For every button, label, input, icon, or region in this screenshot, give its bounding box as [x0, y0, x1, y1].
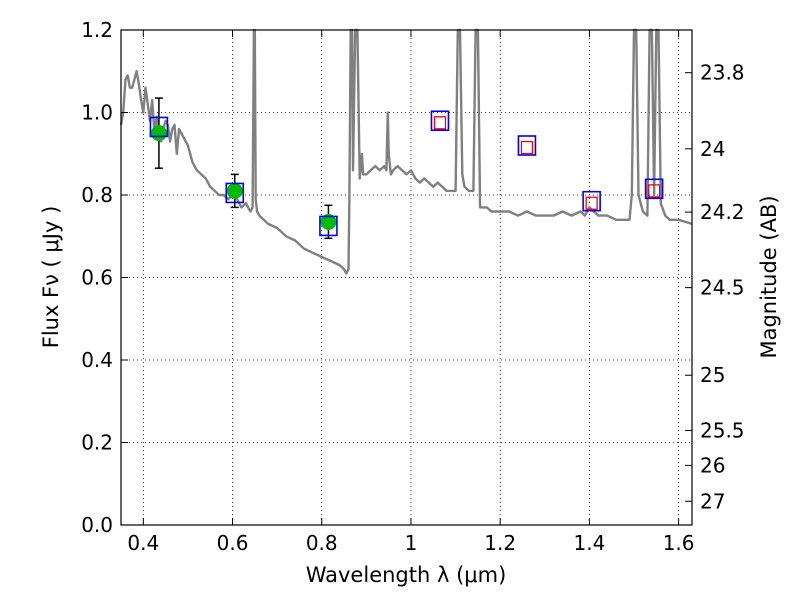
x-tick-label: 1.4 [573, 531, 605, 555]
model-band-square [149, 116, 169, 138]
y-tick-label: 0.8 [81, 183, 113, 207]
predicted-square [585, 196, 598, 210]
x-axis-title: Wavelength λ (μm) [306, 563, 507, 587]
model-template-line [119, 28, 693, 275]
model-band-square [644, 178, 664, 200]
x-tick-label: 1 [405, 531, 418, 555]
plot-frame [120, 29, 693, 526]
model-band-square [430, 110, 450, 132]
model-band-square [225, 182, 245, 204]
model-band-square [517, 135, 537, 156]
y2-tick-label: 25 [700, 363, 725, 387]
axis-ticks [121, 29, 692, 526]
x-tick-label: 0.4 [127, 531, 159, 555]
y-tick-label: 0.4 [81, 348, 113, 372]
predicted-square [647, 184, 661, 198]
x-tick-label: 0.8 [306, 531, 338, 555]
y-tick-label: 0.0 [81, 513, 113, 537]
observed-point [150, 125, 167, 142]
y-tick-label: 0.2 [81, 431, 113, 455]
model-template-series [119, 28, 693, 275]
marker-layer [149, 97, 664, 240]
y2-tick-label: 23.8 [700, 61, 745, 85]
model-band-square [319, 215, 338, 237]
y2-tick-label: 27 [700, 489, 725, 513]
y2-tick-label: 26 [700, 453, 725, 477]
y-axis-title: Flux Fν ( μJy ) [39, 206, 63, 349]
y-tick-label: 1.0 [81, 101, 113, 125]
tick-labels: 0.4 0.6 0.8 1 1.2 1.4 1.6 0.0 0.2 0.4 0.6 0.8 1.0 1.2… [81, 18, 744, 555]
observed-point [320, 213, 337, 230]
model-band-square [582, 190, 601, 212]
x-tick-label: 1.6 [663, 531, 695, 555]
predicted-square [520, 140, 534, 155]
x-tick-label: 0.6 [217, 531, 249, 555]
y2-tick-label: 24 [700, 137, 725, 161]
predicted-square [433, 116, 447, 130]
grid [121, 30, 692, 525]
x-tick-label: 1.2 [484, 531, 516, 555]
y-tick-label: 0.6 [81, 266, 113, 290]
y2-tick-label: 24.2 [700, 200, 745, 224]
y2-axis-title: Magnitude (AB) [757, 195, 781, 358]
y2-tick-label: 25.5 [700, 419, 745, 443]
y2-tick-label: 24.5 [700, 276, 745, 300]
observed-point [226, 182, 243, 199]
y-tick-label: 1.2 [81, 18, 113, 42]
